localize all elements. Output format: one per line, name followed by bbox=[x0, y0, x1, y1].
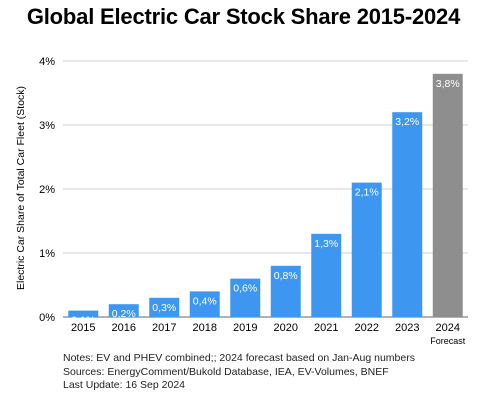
bar bbox=[432, 73, 463, 317]
data-label: 1,3% bbox=[314, 238, 338, 250]
y-tick-label: 2% bbox=[39, 184, 55, 196]
x-tick-label: 2020 bbox=[274, 322, 298, 334]
data-label: 0,8% bbox=[274, 270, 298, 282]
data-label: 0,3% bbox=[152, 302, 176, 314]
x-tick-label: 2019 bbox=[233, 322, 257, 334]
y-tick-label: 3% bbox=[39, 120, 55, 132]
x-tick-label: 2021 bbox=[314, 322, 338, 334]
data-label: 3,8% bbox=[436, 78, 460, 90]
data-label: 0,1% bbox=[71, 315, 95, 327]
x-tick-sublabel: Forecast bbox=[430, 336, 466, 346]
last-update-line: Last Update: 16 Sep 2024 bbox=[63, 379, 186, 391]
chart-notes: Notes: EV and PHEV combined;; 2024 forec… bbox=[63, 352, 415, 393]
chart-title: Global Electric Car Stock Share 2015-202… bbox=[26, 4, 461, 29]
notes-line: Notes: EV and PHEV combined;; 2024 forec… bbox=[63, 352, 415, 364]
bar bbox=[270, 265, 301, 317]
y-axis-label: Electric Car Share of Total Car Fleet (S… bbox=[15, 86, 27, 290]
x-tick-label: 2015 bbox=[71, 322, 95, 334]
y-tick-label: 0% bbox=[39, 312, 55, 324]
bar bbox=[311, 233, 342, 317]
bar bbox=[149, 297, 180, 317]
sources-line: Sources: EnergyComment/Bukold Database, … bbox=[63, 365, 389, 378]
y-tick-label: 4% bbox=[39, 56, 55, 68]
x-tick-label: 2024 bbox=[436, 322, 460, 334]
bar bbox=[68, 310, 99, 317]
x-tick-label: 2017 bbox=[152, 322, 176, 334]
data-label: 0,2% bbox=[112, 308, 136, 320]
data-label: 2,1% bbox=[355, 187, 379, 199]
x-tick-label: 2016 bbox=[112, 322, 136, 334]
bar bbox=[392, 112, 423, 317]
x-tick-label: 2023 bbox=[395, 322, 419, 334]
data-label: 0,6% bbox=[233, 283, 257, 295]
bar bbox=[230, 278, 261, 317]
bar bbox=[189, 291, 220, 317]
data-label: 3,2% bbox=[395, 116, 419, 128]
x-tick-label: 2022 bbox=[355, 322, 379, 334]
x-tick-label: 2018 bbox=[193, 322, 217, 334]
data-label: 0,4% bbox=[193, 295, 217, 307]
y-tick-label: 1% bbox=[39, 248, 55, 260]
bar bbox=[108, 304, 139, 317]
bar bbox=[351, 182, 382, 317]
